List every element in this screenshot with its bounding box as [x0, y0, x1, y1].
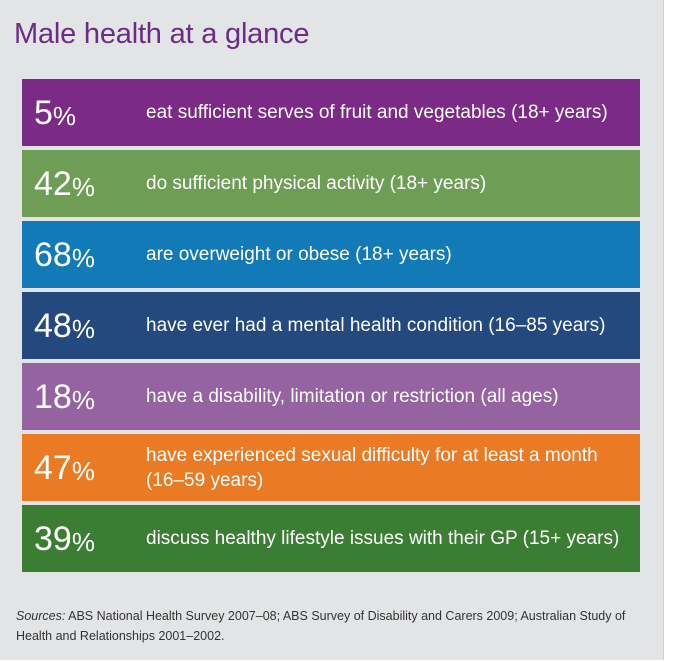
stat-value: 68 [34, 235, 72, 274]
stat-value: 39 [34, 519, 72, 558]
stat-percentage: 68% [34, 221, 134, 288]
stat-description: have experienced sexual difficulty for a… [146, 434, 631, 501]
stat-value: 48 [34, 306, 72, 345]
stat-value: 47 [34, 448, 72, 487]
percent-sign: % [71, 526, 95, 557]
stat-row-mental-health: 48% have ever had a mental health condit… [22, 292, 640, 359]
stat-percentage: 48% [34, 292, 134, 359]
stat-description: do sufficient physical activity (18+ yea… [146, 150, 631, 217]
stat-text: do sufficient physical activity (18+ yea… [146, 173, 487, 194]
stat-text: eat sufficient serves of fruit and veget… [146, 102, 608, 123]
stat-description: discuss healthy lifestyle issues with th… [146, 505, 631, 572]
stat-text: discuss healthy lifestyle issues with th… [146, 528, 620, 549]
stat-percentage: 42% [34, 150, 134, 217]
stats-list: 5% eat sufficient serves of fruit and ve… [22, 79, 640, 572]
sources-label: Sources: [16, 609, 66, 623]
percent-sign: % [71, 313, 95, 344]
stat-row-fruit-veg: 5% eat sufficient serves of fruit and ve… [22, 79, 640, 146]
stat-text: have a disability, limitation or restric… [146, 386, 559, 407]
stat-text: have experienced sexual difficulty for a… [146, 444, 598, 491]
stat-percentage: 18% [34, 363, 134, 430]
stat-percentage: 47% [34, 434, 134, 501]
stat-row-disability: 18% have a disability, limitation or res… [22, 363, 640, 430]
stat-row-physical-activity: 42% do sufficient physical activity (18+… [22, 150, 640, 217]
stat-row-overweight: 68% are overweight or obese (18+ years) [22, 221, 640, 288]
stat-description: are overweight or obese (18+ years) [146, 221, 631, 288]
sources-footnote: Sources: ABS National Health Survey 2007… [16, 606, 656, 646]
stat-description: have ever had a mental health condition … [146, 292, 631, 359]
stat-text: are overweight or obese (18+ years) [146, 244, 452, 265]
stat-value: 5 [34, 93, 53, 132]
sources-text: ABS National Health Survey 2007–08; ABS … [16, 609, 626, 643]
stat-row-gp-discussion: 39% discuss healthy lifestyle issues wit… [22, 505, 640, 572]
percent-sign: % [52, 100, 77, 131]
stat-value: 42 [34, 164, 72, 203]
percent-sign: % [71, 242, 95, 273]
stat-text: have ever had a mental health condition … [146, 315, 606, 336]
stat-value: 18 [34, 377, 72, 416]
percent-sign: % [71, 171, 95, 202]
percent-sign: % [71, 384, 95, 415]
stat-row-sexual-difficulty: 47% have experienced sexual difficulty f… [22, 434, 640, 501]
percent-sign: % [71, 455, 95, 486]
page-title: Male health at a glance [14, 18, 310, 50]
stat-percentage: 5% [34, 79, 134, 146]
stat-description: eat sufficient serves of fruit and veget… [146, 79, 631, 146]
stat-percentage: 39% [34, 505, 134, 572]
stat-description: have a disability, limitation or restric… [146, 363, 631, 430]
